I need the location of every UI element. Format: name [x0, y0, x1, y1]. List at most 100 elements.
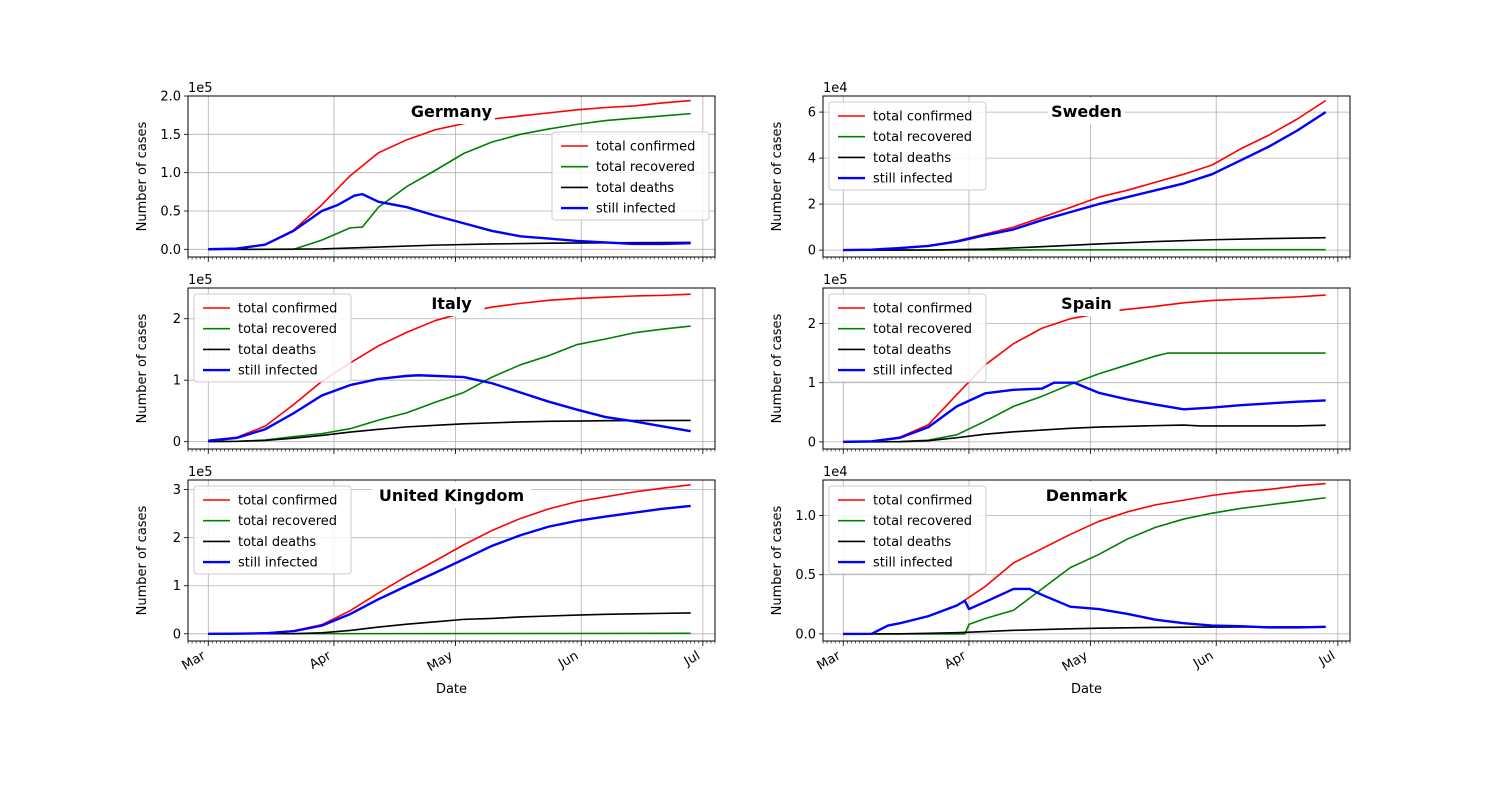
chart-title: United Kingdom: [379, 486, 524, 505]
x-tick-label: Jun: [1190, 648, 1216, 672]
legend-label: total confirmed: [873, 110, 972, 125]
title-background: [408, 98, 495, 124]
legend-label: still infected: [596, 202, 676, 217]
title-background: [1053, 290, 1120, 316]
y-tick-label: 0.0: [795, 627, 816, 642]
series-line-total-recovered: [208, 112, 691, 251]
series-line-total-recovered: [843, 496, 1326, 635]
x-tick-label: Mar: [180, 648, 209, 674]
y-tick-label: 1: [808, 376, 816, 391]
y-tick-label: 2: [173, 531, 181, 546]
series-line-total-deaths: [208, 419, 691, 443]
title-background: [371, 482, 532, 508]
y-axis-label: Number of cases: [770, 505, 785, 615]
legend-label: total confirmed: [238, 494, 337, 509]
legend-label: still infected: [238, 364, 318, 379]
y-tick-label: 0: [808, 244, 816, 259]
legend-label: total deaths: [238, 535, 316, 550]
legend-frame: [828, 485, 987, 575]
series-line-still-infected: [843, 381, 1326, 444]
x-tick-label: Jul: [1316, 648, 1338, 669]
legend-label: total recovered: [873, 130, 972, 145]
chart-panel-sweden: 0 2 4 6 1e4 Number of cases Sweden total confir…: [770, 81, 1351, 262]
legend-label: total deaths: [873, 343, 951, 358]
series-line-still-infected: [843, 111, 1327, 252]
series-line-still-infected: [208, 504, 691, 635]
legend-label: still infected: [238, 556, 318, 571]
y-tick-label: 0.5: [160, 205, 181, 220]
legend-label: total confirmed: [596, 140, 695, 155]
legend-label: total recovered: [873, 514, 972, 529]
series-line-total-confirmed: [843, 294, 1326, 443]
x-axis-label: Date: [1071, 682, 1102, 697]
chart-title: Germany: [411, 102, 493, 121]
legend-frame: [551, 131, 710, 221]
legend: total confirmed total recovered total deat…: [193, 485, 352, 575]
x-tick-label: Apr: [942, 648, 970, 673]
legend-label: still infected: [873, 172, 953, 187]
title-background: [1043, 482, 1130, 508]
chart-panel-spain: 0 1 2 1e5 Number of cases Spain total confirme…: [770, 273, 1351, 454]
y-tick-label: 3: [173, 483, 181, 498]
y-tick-label: 2: [173, 312, 181, 327]
legend-label: total deaths: [238, 343, 316, 358]
y-tick-label: 1.5: [160, 128, 181, 143]
series-group: [843, 482, 1326, 636]
series-group: [208, 99, 691, 251]
y-axis-label: Number of cases: [770, 313, 785, 423]
y-tick-label: 0.0: [160, 243, 181, 258]
x-tick-label: Jul: [681, 648, 703, 669]
chart-title: Denmark: [1046, 486, 1128, 505]
series-line-total-deaths: [843, 424, 1326, 443]
x-tick-label: May: [1060, 648, 1091, 675]
y-tick-label: 1.0: [795, 509, 816, 524]
offset-text: 1e4: [823, 81, 848, 96]
legend: total confirmed total recovered total deat…: [828, 293, 987, 383]
legend-label: still infected: [873, 556, 953, 571]
series-group: [208, 484, 691, 635]
y-tick-label: 0: [173, 627, 181, 642]
legend-frame: [828, 293, 987, 383]
y-tick-label: 2: [808, 317, 816, 332]
series-line-still-infected: [843, 587, 1326, 636]
y-tick-label: 6: [808, 106, 816, 121]
offset-text: 1e5: [188, 81, 213, 96]
series-line-still-infected: [208, 374, 691, 442]
legend-label: total deaths: [873, 535, 951, 550]
y-tick-label: 2: [808, 198, 816, 213]
chart-title: Italy: [431, 294, 472, 313]
y-tick-label: 0.5: [795, 568, 816, 583]
legend-frame: [828, 101, 987, 191]
chart-title: Spain: [1061, 294, 1112, 313]
legend: total confirmed total recovered total deat…: [193, 293, 352, 383]
legend-label: total recovered: [596, 160, 695, 175]
series-group: [843, 99, 1327, 252]
legend-label: total recovered: [238, 514, 337, 529]
x-tick-label: May: [425, 648, 456, 675]
series-group: [843, 294, 1326, 444]
legend-label: total deaths: [596, 181, 674, 196]
series-line-total-recovered: [208, 325, 691, 443]
y-tick-label: 4: [808, 152, 816, 167]
legend-label: total confirmed: [238, 302, 337, 317]
chart-title: Sweden: [1051, 102, 1122, 121]
offset-text: 1e5: [188, 465, 213, 480]
chart-panel-germany: 0.0 0.5 1.0 1.5 2.0 1e5 Number of cases Germany…: [135, 81, 716, 262]
x-tick-label: Apr: [307, 648, 335, 673]
legend: total confirmed total recovered total deat…: [828, 485, 987, 575]
y-axis-label: Number of cases: [135, 121, 150, 231]
y-tick-label: 1.0: [160, 166, 181, 181]
series-line-total-deaths: [843, 625, 1326, 635]
y-axis-label: Number of cases: [135, 313, 150, 423]
legend-label: total confirmed: [873, 494, 972, 509]
y-tick-label: 2.0: [160, 90, 181, 105]
x-tick-label: Mar: [815, 648, 844, 674]
chart-panel-denmark: 0.0 0.5 1.0 Mar Apr May Jun Jul 1e4 Number of cas…: [770, 465, 1351, 697]
title-background: [418, 290, 485, 316]
legend-label: still infected: [873, 364, 953, 379]
legend-label: total recovered: [873, 322, 972, 337]
legend: total confirmed total recovered total deat…: [551, 131, 710, 221]
legend-label: total confirmed: [873, 302, 972, 317]
legend-frame: [193, 485, 352, 575]
